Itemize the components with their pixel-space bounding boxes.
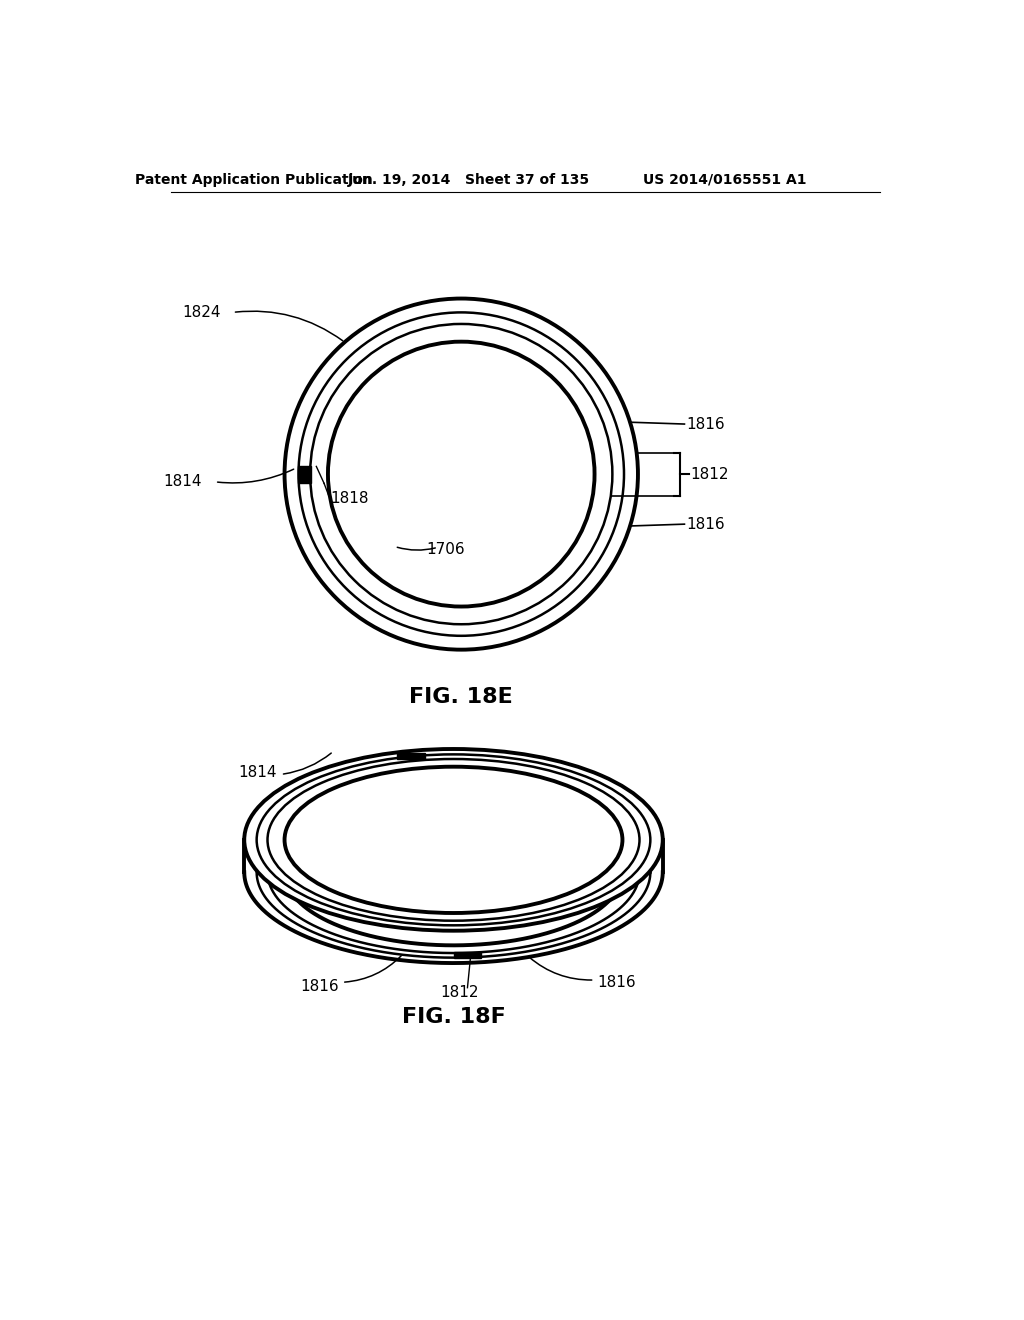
Bar (298, 466, 311, 483)
Ellipse shape (245, 748, 663, 931)
Text: 1706: 1706 (426, 543, 465, 557)
Text: 1824: 1824 (534, 764, 571, 780)
Text: 1816: 1816 (597, 974, 636, 990)
Text: 1818: 1818 (421, 821, 460, 836)
Text: FIG. 18E: FIG. 18E (410, 688, 513, 708)
Text: US 2014/0165551 A1: US 2014/0165551 A1 (643, 173, 807, 187)
Text: 1816: 1816 (686, 516, 725, 532)
Text: 1816: 1816 (300, 978, 339, 994)
Text: Patent Application Publication: Patent Application Publication (135, 173, 373, 187)
Bar (397, 752, 425, 759)
Bar (454, 952, 481, 958)
Text: 1814: 1814 (163, 474, 202, 490)
Ellipse shape (285, 767, 623, 913)
Text: 1706: 1706 (494, 849, 532, 865)
Text: 1812: 1812 (690, 466, 729, 482)
Text: 1812: 1812 (440, 985, 479, 999)
Text: 1816: 1816 (686, 417, 725, 432)
Text: FIG. 18F: FIG. 18F (401, 1007, 506, 1027)
Text: 1824: 1824 (182, 305, 221, 319)
Text: Jun. 19, 2014   Sheet 37 of 135: Jun. 19, 2014 Sheet 37 of 135 (348, 173, 590, 187)
Text: 1818: 1818 (331, 491, 369, 507)
Text: 1814: 1814 (239, 764, 276, 780)
